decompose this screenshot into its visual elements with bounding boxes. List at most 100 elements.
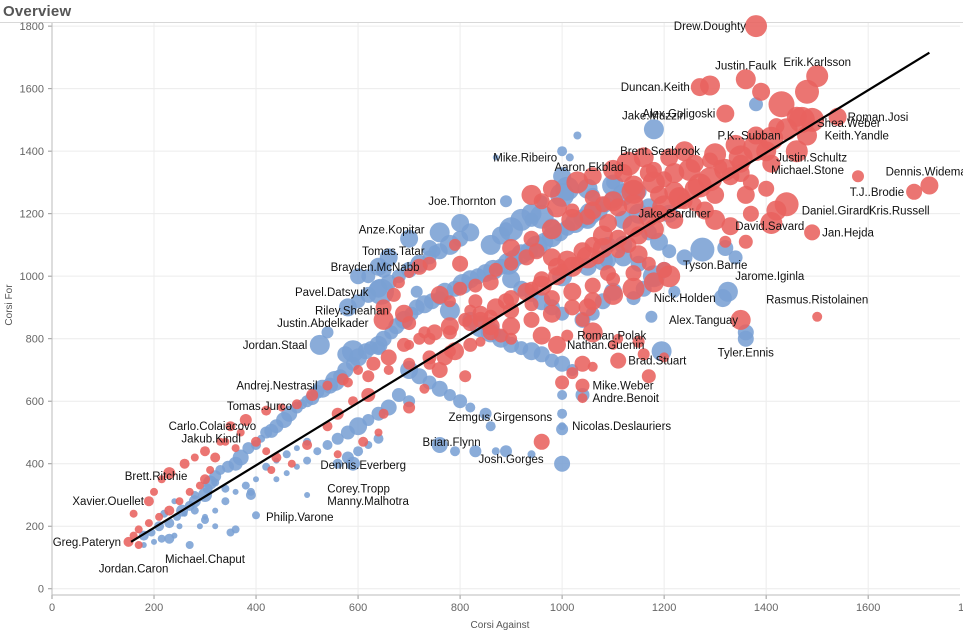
red-point — [542, 179, 561, 198]
red-point — [231, 444, 240, 453]
red-point — [523, 230, 540, 247]
blue-point — [157, 534, 166, 543]
red-point — [555, 375, 570, 390]
red-point — [738, 234, 753, 249]
blue-point — [293, 445, 300, 452]
red-point — [747, 126, 765, 145]
blue-point — [346, 456, 360, 471]
red-point — [556, 263, 569, 276]
red-point — [375, 299, 392, 316]
point-label: Nathan.Guenin — [567, 340, 644, 352]
point-label: Josh.Gorges — [478, 454, 543, 466]
blue-point — [245, 490, 256, 500]
red-point — [633, 147, 654, 168]
red-point — [713, 159, 728, 174]
red-point — [650, 204, 668, 223]
red-point — [210, 452, 221, 463]
red-point — [735, 69, 756, 90]
red-point — [498, 293, 514, 310]
point-label: Michael.Chaput — [165, 554, 246, 566]
y-tick-label: 800 — [26, 334, 44, 346]
blue-point — [322, 440, 333, 450]
red-point — [277, 403, 286, 412]
red-point — [656, 171, 673, 188]
red-point — [623, 175, 644, 196]
red-point — [665, 210, 684, 229]
point-label: David.Savard — [735, 221, 804, 233]
red-point — [523, 311, 540, 328]
red-point — [613, 333, 624, 344]
blue-point — [485, 421, 496, 432]
red-point — [579, 208, 596, 225]
point-label: Duncan.Keith — [621, 82, 690, 94]
red-point — [129, 531, 138, 540]
point-label: Drew.Doughty — [674, 21, 746, 33]
point-label: Roman.Josi — [848, 112, 909, 124]
red-point — [524, 297, 539, 312]
y-tick-label: 0 — [38, 584, 44, 596]
point-label: Justin.Abdelkader — [277, 318, 369, 330]
red-point — [403, 357, 416, 370]
point-label: Jordan.Caron — [99, 563, 169, 575]
blue-point — [221, 497, 230, 506]
axes: 0 200 400 600 800 1000 1200 1400 1600 1800 0 200 400… — [20, 21, 963, 614]
blue-point — [451, 214, 470, 232]
point-label: Tyler.Ennis — [718, 348, 774, 360]
red-point — [547, 197, 567, 218]
red-point — [577, 393, 588, 404]
blue-point — [502, 270, 521, 289]
x-tick-label: 1000 — [550, 602, 574, 614]
point-label: Roman.Polak — [577, 331, 646, 343]
red-point — [762, 154, 781, 173]
red-point — [583, 167, 602, 186]
point-label: Kris.Russell — [869, 206, 930, 218]
red-point — [804, 224, 821, 241]
x-tick-label: 1200 — [652, 602, 676, 614]
red-point — [373, 309, 394, 330]
red-point — [578, 298, 597, 317]
blue-point — [176, 523, 183, 530]
blue-point — [212, 507, 219, 514]
y-tick-label: 1200 — [20, 209, 44, 221]
red-point — [463, 337, 478, 352]
red-point — [443, 295, 456, 308]
red-point — [404, 339, 415, 350]
red-point — [436, 349, 453, 366]
red-point — [623, 194, 644, 215]
blue-point — [196, 523, 203, 530]
point-label: Zemgus.Girgensons — [449, 412, 553, 424]
red-point — [587, 361, 598, 372]
blue-point — [151, 538, 157, 545]
red-point — [920, 176, 939, 195]
red-point — [481, 317, 500, 336]
point-label: Jakub.Kindl — [181, 434, 240, 446]
blue-point — [202, 513, 208, 520]
blue-point — [557, 408, 568, 419]
red-point — [251, 436, 261, 447]
red-point — [190, 453, 199, 462]
blue-point — [202, 483, 213, 494]
red-point — [730, 309, 751, 330]
trend-line — [130, 51, 930, 543]
red-point — [611, 244, 626, 259]
red-point — [342, 377, 353, 388]
red-point — [482, 274, 499, 291]
point-label: Tomas.Tatar — [362, 246, 425, 258]
y-tick-label: 400 — [26, 459, 44, 471]
blue-point — [371, 341, 386, 356]
blue-point — [662, 244, 677, 259]
blue-point — [737, 330, 754, 347]
point-label: Mike.Weber — [593, 381, 654, 393]
point-label: Dennis.Everberg — [320, 460, 406, 472]
red-point — [758, 180, 775, 197]
blue-point — [211, 478, 220, 487]
red-point — [795, 79, 819, 104]
red-point — [561, 329, 574, 342]
blue-point — [676, 249, 693, 266]
point-label: Manny.Malhotra — [327, 496, 409, 508]
red-point — [542, 304, 561, 323]
red-point — [600, 265, 616, 282]
blue-point — [283, 470, 290, 477]
red-point — [625, 265, 642, 282]
blue-point — [573, 131, 582, 140]
